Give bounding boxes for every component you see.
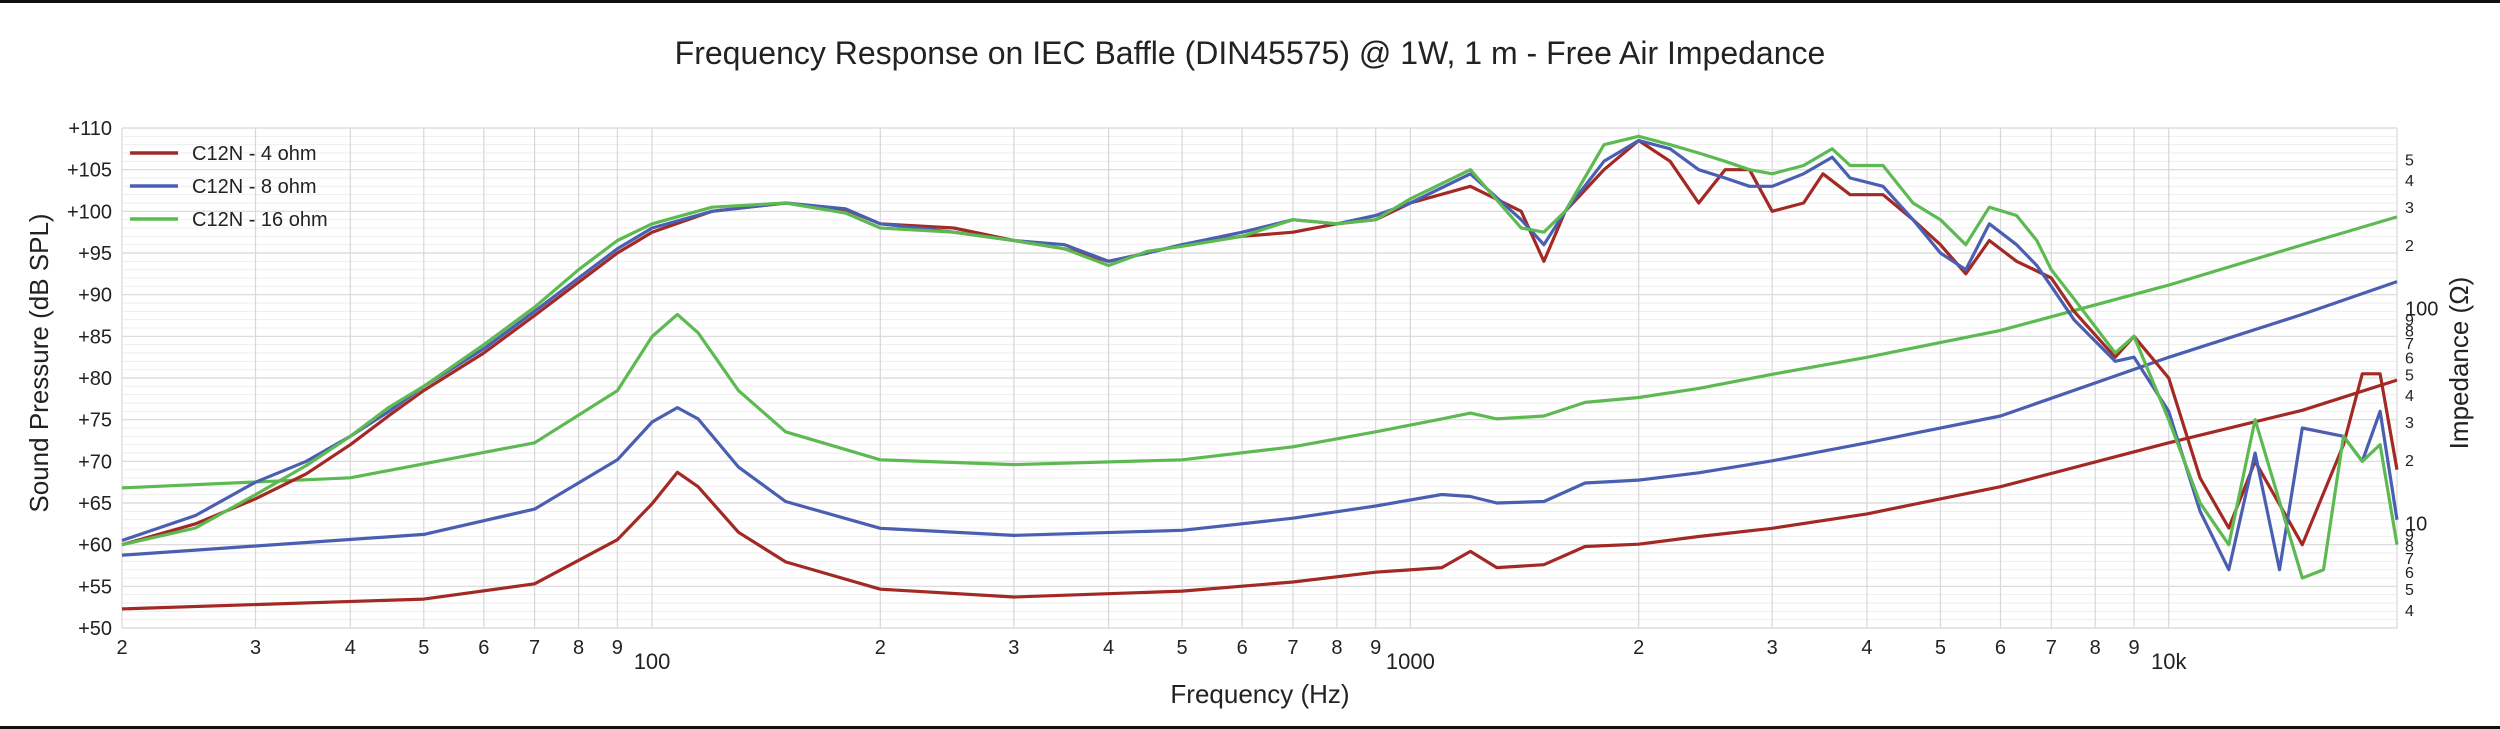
x-tick-label: 5	[1177, 637, 1188, 659]
x-tick-label: 3	[1008, 637, 1019, 659]
y2-tick-label: 7	[2405, 551, 2414, 568]
y2-tick-label: 5	[2405, 582, 2414, 599]
y-tick-label: +105	[67, 160, 112, 182]
y2-axis-title: Impedance (Ω)	[2444, 277, 2474, 450]
y-tick-label: +85	[78, 326, 112, 348]
y-axis-ticks: +50 +55 +60 +65 +70 +75 +80 +85 +90 +95 +100 +105 +1…	[67, 118, 112, 640]
x-tick-label: 100	[634, 649, 671, 674]
legend-item: C12N - 4 ohm	[130, 143, 317, 165]
legend-label: C12N - 16 ohm	[192, 209, 328, 231]
y2-tick-label: 2	[2405, 238, 2414, 255]
spl-line-1	[121, 138, 2399, 572]
top-border	[0, 0, 2500, 3]
bottom-border	[0, 726, 2500, 729]
impedance-line-1	[121, 280, 2398, 557]
legend-item: C12N - 8 ohm	[130, 176, 317, 198]
legend-item: C12N - 16 ohm	[130, 209, 328, 231]
y-tick-label: +55	[78, 576, 112, 598]
y-tick-label: +50	[78, 618, 112, 640]
x-tick-label: 9	[1370, 637, 1381, 659]
chart-title: Frequency Response on IEC Baffle (DIN455…	[675, 35, 1826, 71]
y2-tick-label: 3	[2405, 200, 2414, 217]
y-tick-label: +70	[78, 451, 112, 473]
y2-tick-label: 4	[2405, 173, 2414, 190]
x-tick-label: 5	[418, 637, 429, 659]
y2-tick-label: 6	[2405, 350, 2414, 367]
y-tick-label: +95	[78, 243, 112, 265]
x-tick-label: 6	[1237, 637, 1248, 659]
x-tick-label: 3	[1767, 637, 1778, 659]
x-tick-label: 2	[116, 637, 127, 659]
x-tick-label: 8	[1331, 637, 1342, 659]
x-axis-title: Frequency (Hz)	[1170, 679, 1349, 709]
y2-tick-label: 7	[2405, 336, 2414, 353]
y2-tick-label: 100	[2405, 299, 2438, 321]
legend-label: C12N - 8 ohm	[192, 176, 317, 198]
grid	[121, 127, 2398, 629]
y-axis-title: Sound Pressure (dB SPL)	[24, 213, 54, 512]
y2-tick-label: 9	[2405, 312, 2414, 329]
x-tick-label: 4	[1861, 637, 1872, 659]
x-tick-label: 6	[1995, 637, 2006, 659]
x-tick-label: 9	[2128, 637, 2139, 659]
x-tick-label: 8	[2090, 637, 2101, 659]
y-tick-label: +75	[78, 410, 112, 432]
y2-tick-label: 5	[2405, 367, 2414, 384]
y2-tick-label: 2	[2405, 453, 2414, 470]
spl-line-2	[121, 134, 2399, 580]
x-tick-label: 9	[612, 637, 623, 659]
x-tick-label: 1000	[1386, 649, 1435, 674]
x-tick-label: 7	[529, 637, 540, 659]
x-tick-label: 6	[478, 637, 489, 659]
y-tick-label: +90	[78, 285, 112, 307]
y2-tick-label: 3	[2405, 415, 2414, 432]
x-tick-label: 2	[1633, 637, 1644, 659]
y-tick-label: +110	[68, 118, 112, 140]
x-tick-label: 4	[345, 637, 356, 659]
y2-tick-label: 5	[2405, 152, 2414, 169]
x-tick-label: 5	[1935, 637, 1946, 659]
y2-tick-label: 6	[2405, 565, 2414, 582]
y2-tick-label: 4	[2405, 603, 2414, 620]
y2-tick-label: 4	[2405, 388, 2414, 405]
y-tick-label: +100	[67, 201, 112, 223]
impedance-line-2	[121, 215, 2398, 490]
y2-tick-label: 8	[2405, 323, 2414, 340]
x-tick-label: 7	[1287, 637, 1298, 659]
x-tick-label: 8	[573, 637, 584, 659]
y-tick-label: +65	[78, 493, 112, 515]
x-tick-label: 4	[1103, 637, 1114, 659]
series-lines	[121, 134, 2399, 611]
impedance-line-0	[121, 378, 2398, 611]
y2-tick-label: 9	[2405, 527, 2414, 544]
x-tick-label: 3	[250, 637, 261, 659]
legend: C12N - 4 ohm C12N - 8 ohm C12N - 16 ohm	[130, 143, 328, 231]
legend-label: C12N - 4 ohm	[192, 143, 317, 165]
y2-tick-label: 8	[2405, 538, 2414, 555]
x-tick-label: 2	[875, 637, 886, 659]
y2-tick-label: 10	[2405, 514, 2427, 536]
y-tick-label: +60	[78, 535, 112, 557]
x-tick-label: 7	[2046, 637, 2057, 659]
y-tick-label: +80	[78, 368, 112, 390]
spl-line-0	[121, 138, 2399, 547]
x-tick-label: 10k	[2151, 649, 2187, 674]
